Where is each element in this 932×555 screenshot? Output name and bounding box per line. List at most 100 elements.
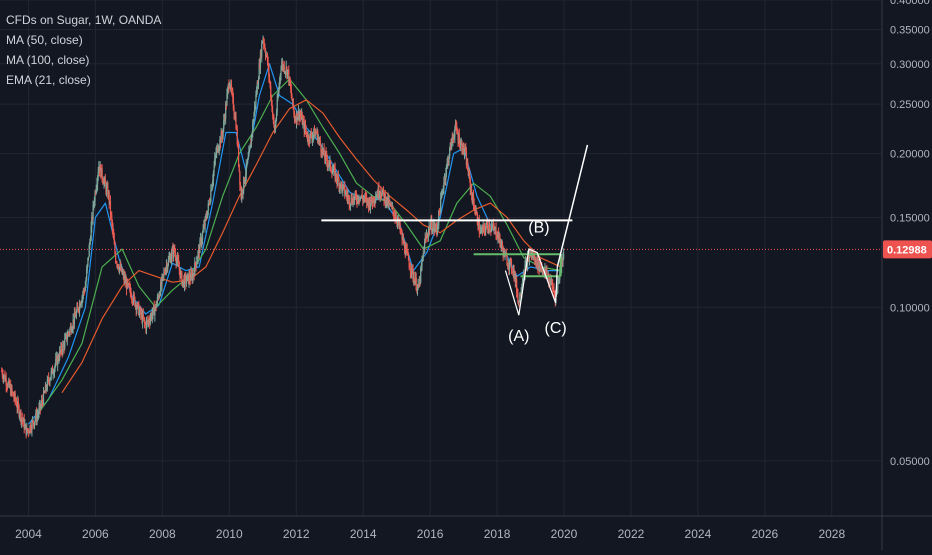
candle-body <box>150 314 152 319</box>
wave-label-a[interactable]: (A) <box>508 328 529 345</box>
candle-body <box>322 149 325 153</box>
candle-body <box>65 334 67 337</box>
candle-body <box>394 215 396 218</box>
candle-body <box>516 292 518 294</box>
candle-body <box>138 310 141 316</box>
candle-body <box>391 204 393 207</box>
candle-body <box>95 188 97 194</box>
candle-body <box>233 109 235 115</box>
candle-body <box>344 194 347 196</box>
candle-body <box>116 264 119 266</box>
candle-body <box>138 303 140 316</box>
candle-body <box>422 257 424 261</box>
user-drawings-layer[interactable]: (A) (B) (C) <box>0 144 882 345</box>
candle-body <box>299 113 301 119</box>
candle-body <box>167 265 169 270</box>
candle-body <box>368 200 370 208</box>
candle-body <box>301 114 303 118</box>
candle-body <box>222 128 224 137</box>
candle-body <box>421 260 423 266</box>
candle-body <box>288 69 290 82</box>
candle-body <box>111 214 113 222</box>
candle-body <box>377 187 379 197</box>
candle-body <box>5 378 7 386</box>
candle-body <box>62 343 65 345</box>
candle-body <box>26 428 28 435</box>
legend-ma100[interactable]: MA (100, close) <box>6 53 90 67</box>
candle-body <box>512 268 515 273</box>
y-tick-label: 0.15000 <box>890 212 930 224</box>
legend-symbol[interactable]: CFDs on Sugar, 1W, OANDA <box>6 13 162 27</box>
candle-body <box>241 190 244 194</box>
candle-body <box>82 294 84 297</box>
candle-body <box>185 280 188 283</box>
candle-body <box>550 280 552 283</box>
candle-body <box>140 313 142 315</box>
candle-body <box>263 43 265 46</box>
candle-body <box>346 195 348 198</box>
legend-ma50[interactable]: MA (50, close) <box>6 33 83 47</box>
projection-line[interactable] <box>556 144 589 268</box>
candle-body <box>148 319 150 322</box>
candle-body <box>254 104 256 106</box>
wave-label-b[interactable]: (B) <box>528 219 549 236</box>
candle-body <box>343 185 345 187</box>
candle-body <box>69 326 72 329</box>
candle-body <box>287 69 289 71</box>
candle-body <box>37 414 39 416</box>
candle-body <box>515 279 517 283</box>
candle-body <box>325 152 327 155</box>
candle-body <box>484 229 486 232</box>
legend-ema21[interactable]: EMA (21, close) <box>6 73 91 87</box>
candle-body <box>10 387 12 395</box>
candle-body <box>158 296 160 298</box>
candle-body <box>246 163 248 165</box>
candle-body <box>337 175 339 182</box>
candle-body <box>279 77 281 86</box>
candle-body <box>240 188 242 199</box>
candle-body <box>57 356 59 365</box>
candle-body <box>243 177 245 183</box>
candle-body <box>497 233 499 238</box>
candle-body <box>387 197 389 204</box>
candle-body <box>544 268 546 271</box>
candle-body <box>510 260 513 271</box>
candle-body <box>154 309 156 316</box>
candle-body <box>307 135 309 140</box>
candle-body <box>510 260 512 262</box>
candle-body <box>405 248 407 256</box>
candle-body <box>147 320 149 322</box>
candle-body <box>333 167 336 169</box>
candle-body <box>283 65 285 72</box>
candle-body <box>501 243 504 249</box>
candle-body <box>205 216 207 218</box>
candle-body <box>217 146 219 152</box>
candle-body <box>516 279 518 293</box>
elliott-wave-path[interactable] <box>504 248 558 316</box>
candle-body <box>91 217 93 227</box>
candle-body <box>499 241 502 247</box>
candle-body <box>236 128 238 130</box>
candle-body <box>382 188 384 193</box>
candle-body <box>211 184 213 191</box>
candle-body <box>398 223 401 226</box>
candle-body <box>353 197 355 201</box>
wave-label-c[interactable]: (C) <box>545 320 567 337</box>
candle-body <box>517 293 519 302</box>
candle-body <box>98 166 100 172</box>
candle-body <box>355 195 357 201</box>
candle-body <box>6 386 9 388</box>
candle-body <box>139 308 141 311</box>
candle-body <box>359 197 361 201</box>
candle-body <box>3 376 5 379</box>
candle-body <box>86 264 88 271</box>
candle-body <box>342 185 345 187</box>
candle-body <box>308 141 310 143</box>
candle-body <box>182 279 184 282</box>
candle-body <box>346 192 348 196</box>
candle-body <box>234 117 236 119</box>
candle-body <box>115 262 117 264</box>
